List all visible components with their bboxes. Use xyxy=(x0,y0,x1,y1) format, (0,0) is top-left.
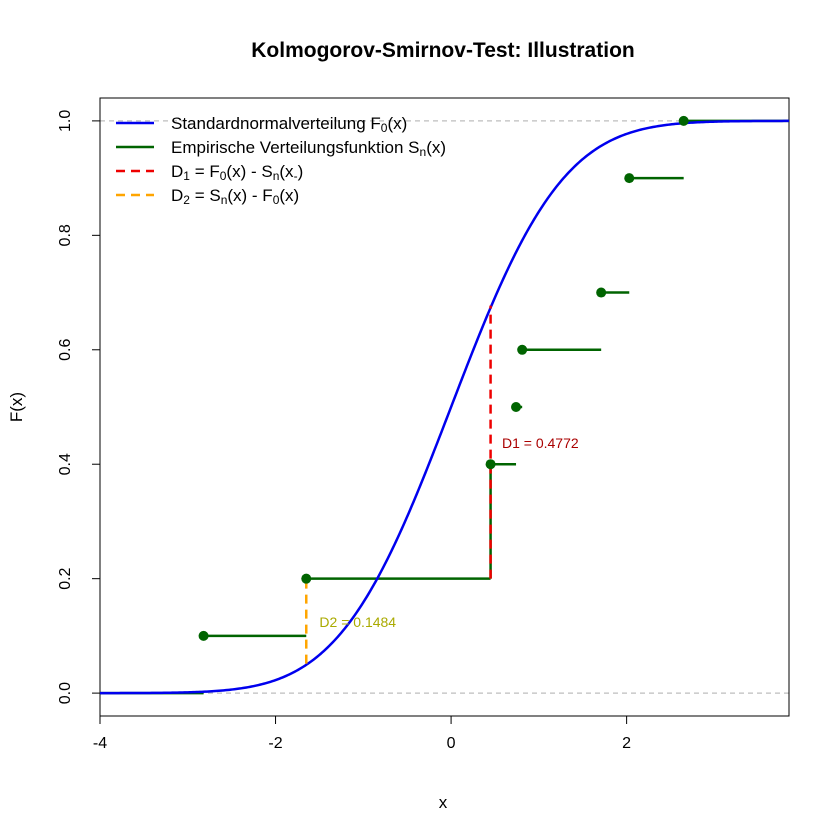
legend-text-part: n xyxy=(221,193,228,207)
legend-text-part: n xyxy=(273,169,280,183)
ecdf-point xyxy=(198,630,209,641)
legend-text-part: 0 xyxy=(273,193,280,207)
legend-text-part: D xyxy=(171,186,183,205)
legend-text-part: (x) - F xyxy=(227,186,272,205)
ecdf-point xyxy=(485,459,496,470)
legend-text-part: (x) xyxy=(387,114,407,133)
d2-label: D2 = 0.1484 xyxy=(319,614,396,630)
legend-text-part: 0 xyxy=(220,169,227,183)
legend-text-part: Empirische Verteilungsfunktion S xyxy=(171,138,420,157)
legend-label-d1: D1 = F0(x) - Sn(x-) xyxy=(171,162,303,183)
normal-cdf-curve xyxy=(100,119,790,695)
legend-text-part: 1 xyxy=(183,169,190,183)
ecdf-point xyxy=(517,344,528,355)
y-tick-label: 0.8 xyxy=(57,224,74,246)
legend-text-part: n xyxy=(420,145,427,159)
legend-text-part: 0 xyxy=(381,121,388,135)
legend-text-part: - xyxy=(294,169,298,183)
y-axis-label: F(x) xyxy=(7,392,26,422)
ecdf-point xyxy=(301,573,312,584)
d1-label: D1 = 0.4772 xyxy=(502,435,579,451)
legend-text-part: Standardnormalverteilung F xyxy=(171,114,381,133)
x-tick-label: 2 xyxy=(622,735,631,752)
y-tick-label: 0.2 xyxy=(57,567,74,589)
x-tick-label: -4 xyxy=(93,735,107,752)
ecdf-point xyxy=(678,115,689,126)
ecdf-point xyxy=(596,287,607,298)
ecdf-point xyxy=(624,173,635,184)
legend: Standardnormalverteilung F0(x)Empirische… xyxy=(116,114,446,207)
y-tick-label: 0.0 xyxy=(57,682,74,704)
x-tick-label: 0 xyxy=(447,735,456,752)
legend-text-part: (x xyxy=(279,162,294,181)
legend-text-part: ) xyxy=(298,162,304,181)
legend-text-part: (x) xyxy=(426,138,446,157)
y-tick-label: 1.0 xyxy=(57,110,74,132)
legend-text-part: (x) - S xyxy=(226,162,272,181)
legend-text-part: D xyxy=(171,162,183,181)
legend-text-part: = S xyxy=(190,186,221,205)
y-tick-label: 0.6 xyxy=(57,339,74,361)
x-axis-label: x xyxy=(439,793,448,812)
chart-title: Kolmogorov-Smirnov-Test: Illustration xyxy=(251,39,634,62)
legend-label-ecdf: Empirische Verteilungsfunktion Sn(x) xyxy=(171,138,446,159)
legend-label-d2: D2 = Sn(x) - F0(x) xyxy=(171,186,299,207)
legend-label-normal_cdf: Standardnormalverteilung F0(x) xyxy=(171,114,407,135)
legend-text-part: 2 xyxy=(183,193,190,207)
y-tick-label: 0.4 xyxy=(57,453,74,475)
legend-text-part: (x) xyxy=(279,186,299,205)
legend-text-part: = F xyxy=(190,162,220,181)
x-tick-label: -2 xyxy=(268,735,282,752)
ecdf-point xyxy=(511,402,522,412)
